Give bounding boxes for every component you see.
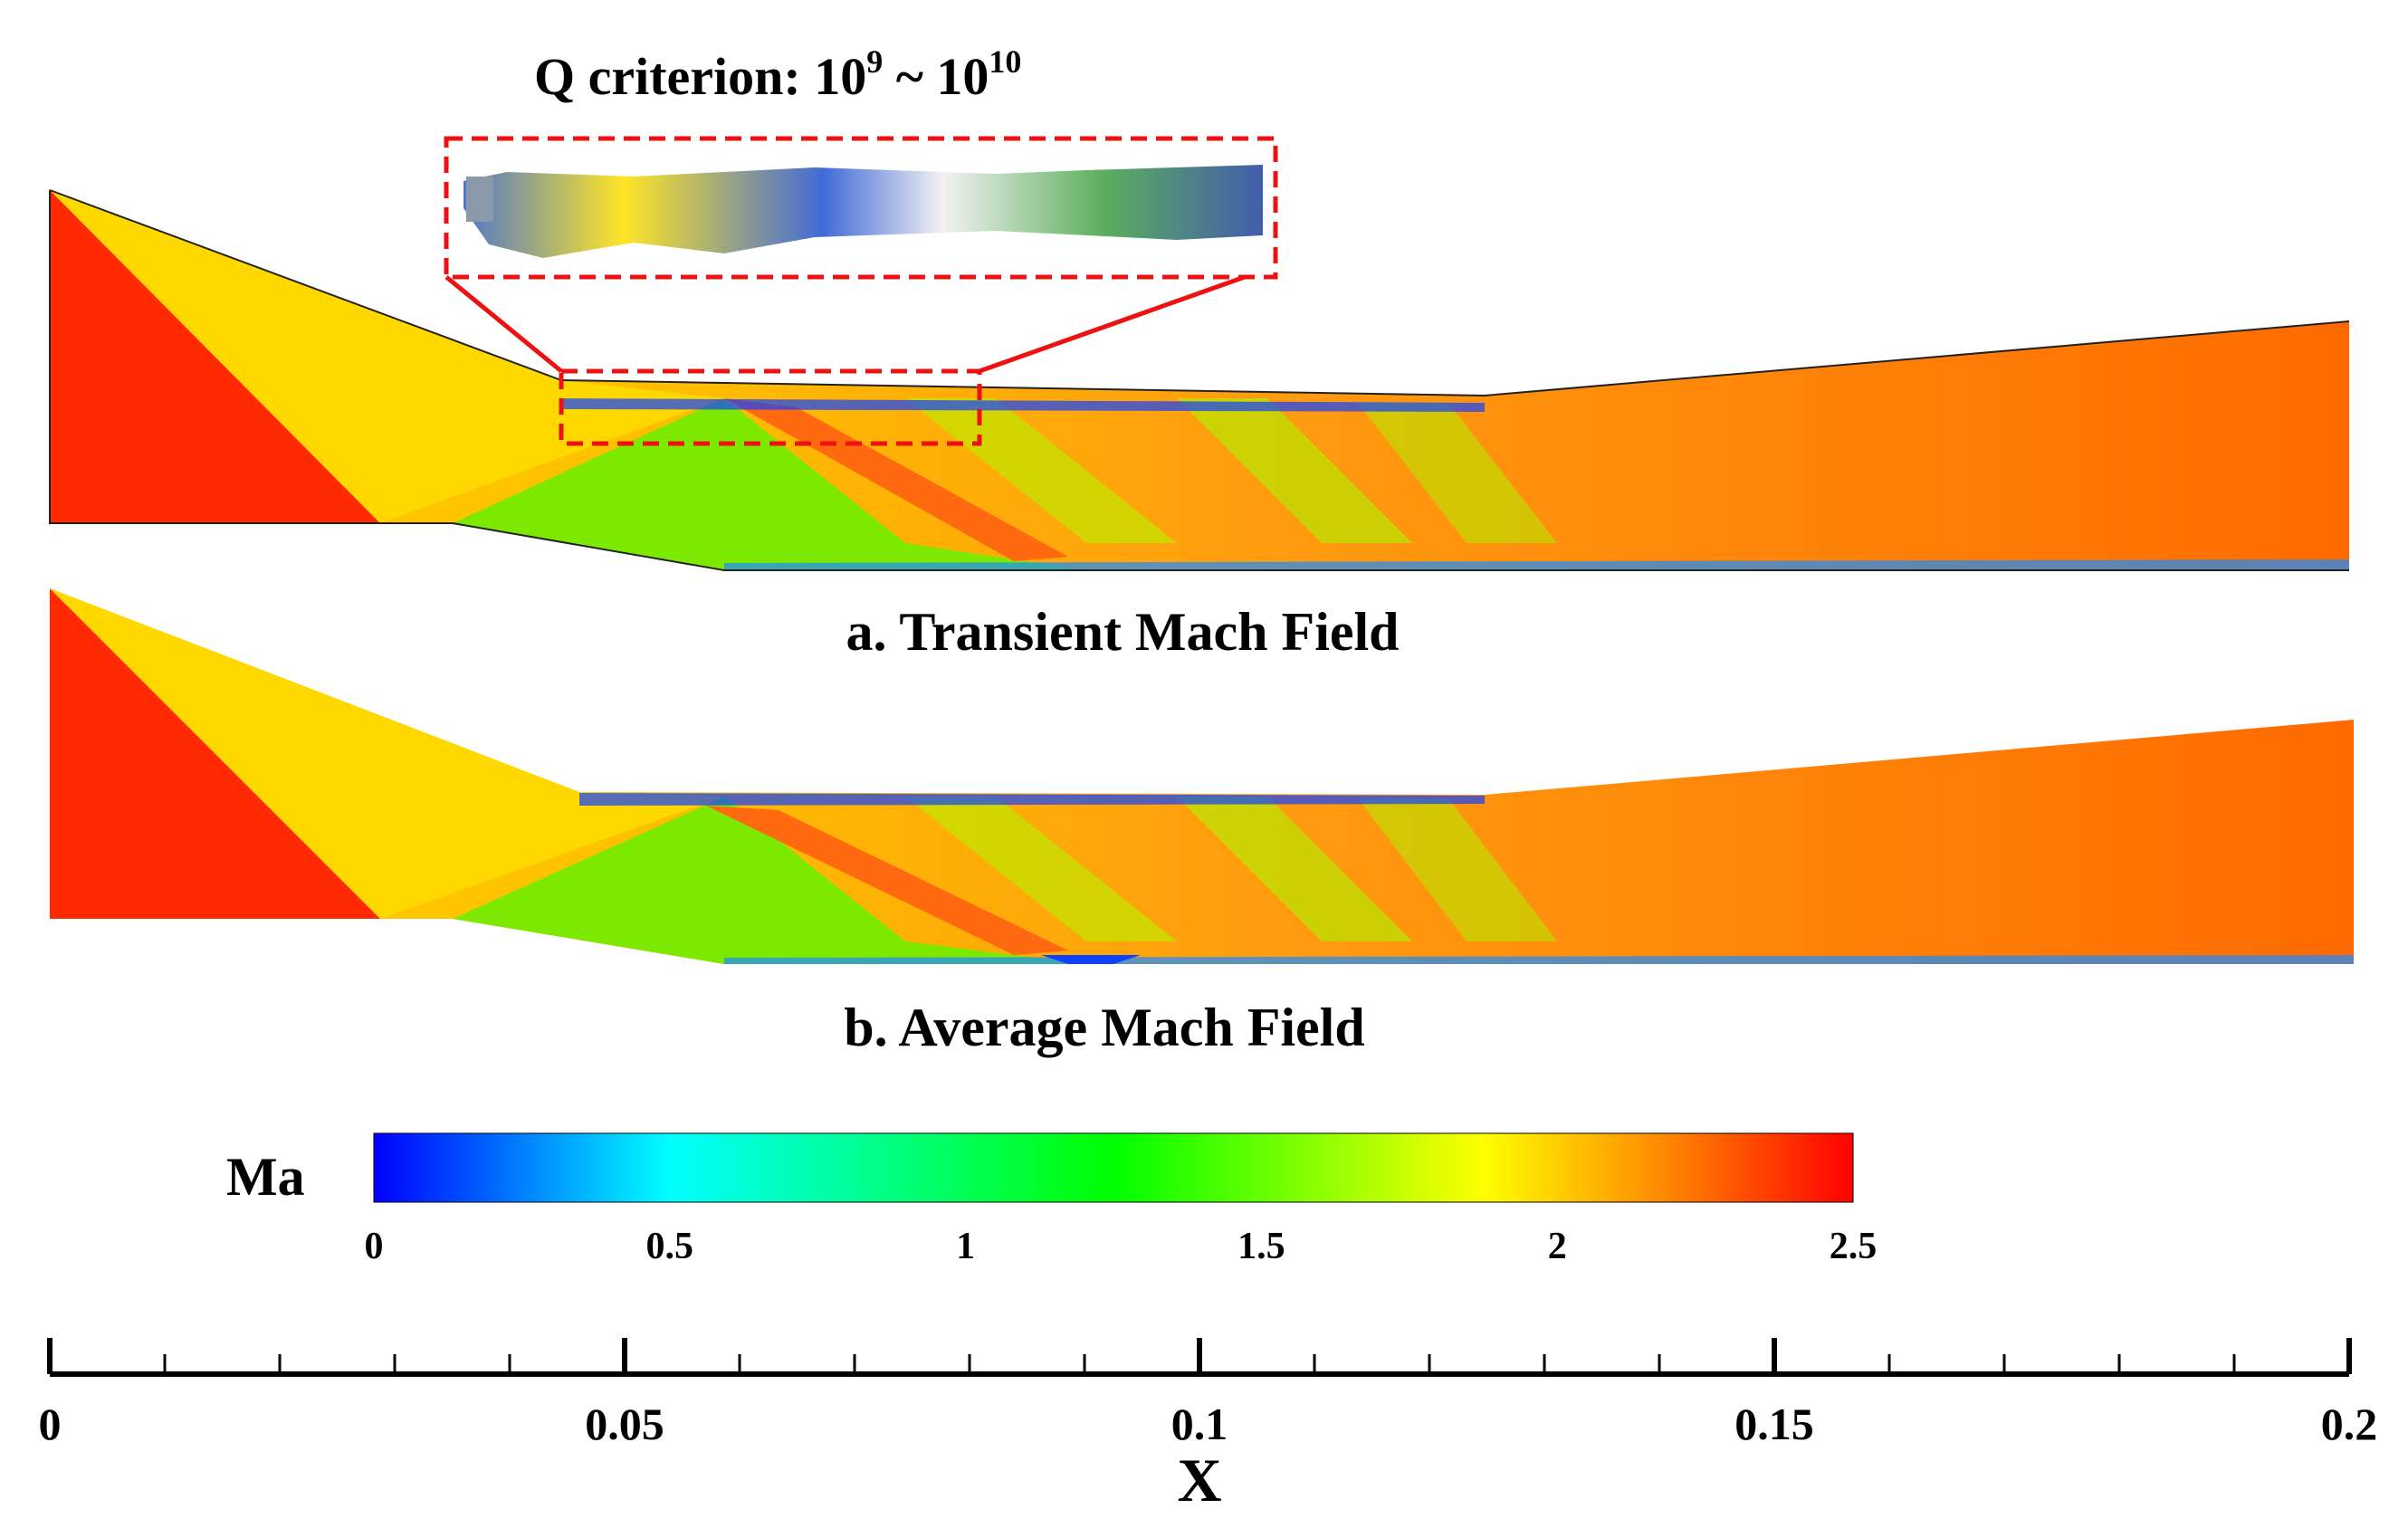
- caption-transient: a. Transient Mach Field: [846, 602, 1399, 662]
- colorbar-tick-label: 0: [365, 1226, 384, 1267]
- zoom-connector-left: [444, 275, 563, 373]
- boundary-layer-upper: [579, 793, 1485, 806]
- caption-average: b. Average Mach Field: [844, 998, 1364, 1057]
- inset-title: Q criterion: 109 ~ 1010: [534, 43, 1021, 106]
- x-tick-label: 0.1: [1171, 1399, 1228, 1449]
- colorbar-gradient: [373, 1132, 1854, 1203]
- lower-wall: [49, 190, 2349, 571]
- x-tick-label: 0.2: [2321, 1399, 2378, 1449]
- x-axis-ticks: 0 0.05 0.1 0.15 0.2: [39, 1338, 2378, 1449]
- colorbar-label: Ma: [226, 1147, 305, 1207]
- boundary-layer-upper: [561, 398, 1485, 412]
- vortex-edge: [466, 177, 493, 222]
- colorbar-tick-label: 2: [1548, 1226, 1567, 1267]
- panel-average-mach-field: b. Average Mach Field: [50, 588, 2354, 1057]
- reflected-shock: [706, 806, 1068, 955]
- compression-ramp-region: [50, 588, 724, 919]
- q-criterion-inset: Q criterion: 109 ~ 1010: [444, 43, 1278, 280]
- zoom-connector-right: [979, 274, 1246, 374]
- zoom-region-box: [559, 368, 982, 446]
- colorbar: Ma 0 0.5 1 1.5 2 2.5: [226, 1132, 1878, 1267]
- x-tick-label: 0.05: [585, 1399, 664, 1449]
- separation-bubble: [1041, 955, 1141, 964]
- shock-train-band-2: [1177, 398, 1412, 543]
- upper-wall: [49, 189, 2350, 397]
- colorbar-tick-label: 1.5: [1237, 1226, 1285, 1267]
- boundary-layer-lower: [724, 559, 2349, 570]
- colorbar-tick-label: 1: [956, 1226, 975, 1267]
- x-axis-label: X: [1177, 1446, 1221, 1514]
- shock-train-band-2: [1177, 797, 1412, 941]
- shock-train-band-3: [1358, 403, 1557, 543]
- panel-transient-mach-field: a. Transient Mach Field: [49, 189, 2350, 662]
- reflected-shock: [724, 398, 1068, 561]
- inset-frame: [444, 136, 1278, 280]
- shock-train-band-1: [905, 797, 1177, 941]
- expansion-region: [453, 398, 1086, 570]
- shock-train-band-1: [905, 398, 1177, 543]
- colorbar-tick-label: 0.5: [646, 1226, 694, 1267]
- x-axis: 0 0.05 0.1 0.15 0.2 X: [39, 1338, 2378, 1514]
- x-tick-label: 0: [39, 1399, 62, 1449]
- compression-ramp-region: [50, 190, 724, 523]
- x-tick-label: 0.15: [1734, 1399, 1814, 1449]
- colorbar-ticks: 0 0.5 1 1.5 2 2.5: [365, 1226, 1878, 1267]
- shock-train-band-3: [1358, 798, 1557, 941]
- colorbar-tick-label: 2.5: [1830, 1226, 1878, 1267]
- expansion-region: [453, 797, 1086, 964]
- vortex-structures: [463, 165, 1263, 258]
